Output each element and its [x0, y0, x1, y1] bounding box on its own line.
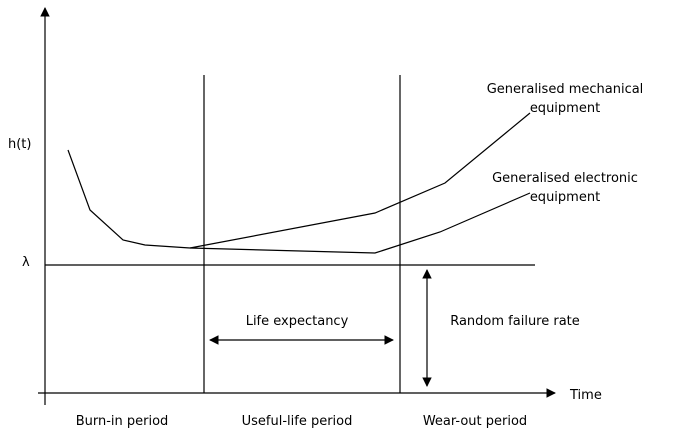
y-label: h(t) — [8, 137, 31, 152]
life-expectancy-label: Life expectancy — [246, 314, 349, 329]
random-failure-label: Random failure rate — [450, 314, 580, 329]
mechanical-label: Generalised mechanical — [487, 82, 644, 97]
electronic-curve — [189, 192, 531, 254]
electronic-label: equipment — [530, 190, 600, 205]
x-label: Time — [569, 388, 602, 403]
burn-in-curve — [67, 149, 191, 249]
period-label: Useful-life period — [242, 414, 353, 429]
mechanical-curve — [189, 112, 531, 249]
lambda-label: λ — [22, 255, 30, 270]
period-label: Burn-in period — [76, 414, 169, 429]
period-label: Wear-out period — [423, 414, 527, 429]
mechanical-label: equipment — [530, 101, 600, 116]
electronic-label: Generalised electronic — [492, 171, 638, 186]
